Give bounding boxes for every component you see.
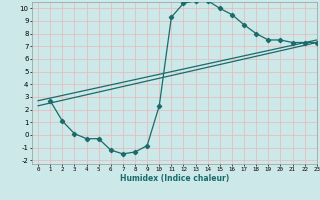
X-axis label: Humidex (Indice chaleur): Humidex (Indice chaleur) bbox=[120, 174, 229, 183]
